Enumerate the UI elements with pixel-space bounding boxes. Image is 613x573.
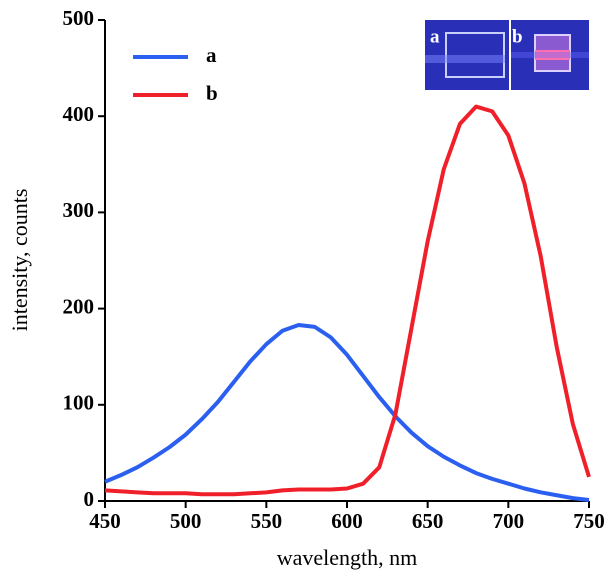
glow-b (535, 50, 570, 60)
x-tick-label: 600 (331, 509, 363, 533)
y-tick-label: 400 (63, 102, 95, 126)
y-tick-label: 100 (63, 391, 95, 415)
glow-a (425, 55, 505, 63)
x-tick-label: 750 (573, 509, 605, 533)
x-tick-label: 450 (89, 509, 121, 533)
x-axis-label: wavelength, nm (277, 545, 418, 570)
y-tick-label: 200 (63, 294, 95, 318)
x-tick-label: 650 (412, 509, 444, 533)
y-tick-label: 500 (63, 6, 95, 30)
series-line (104, 322, 590, 503)
series-line (104, 104, 591, 497)
x-tick-label: 700 (493, 509, 525, 533)
y-axis-label: intensity, counts (7, 189, 32, 332)
legend-label: a (206, 43, 217, 67)
x-tick-label: 500 (170, 509, 202, 533)
y-tick-label: 300 (63, 198, 95, 222)
inset-label: b (512, 26, 523, 47)
inset-label: a (430, 26, 440, 47)
inset-divider (509, 20, 511, 90)
legend-label: b (206, 81, 218, 105)
glow-b2 (511, 52, 589, 58)
x-tick-label: 550 (251, 509, 283, 533)
y-tick-label: 0 (84, 487, 95, 511)
inset-photo: a b (425, 20, 589, 90)
